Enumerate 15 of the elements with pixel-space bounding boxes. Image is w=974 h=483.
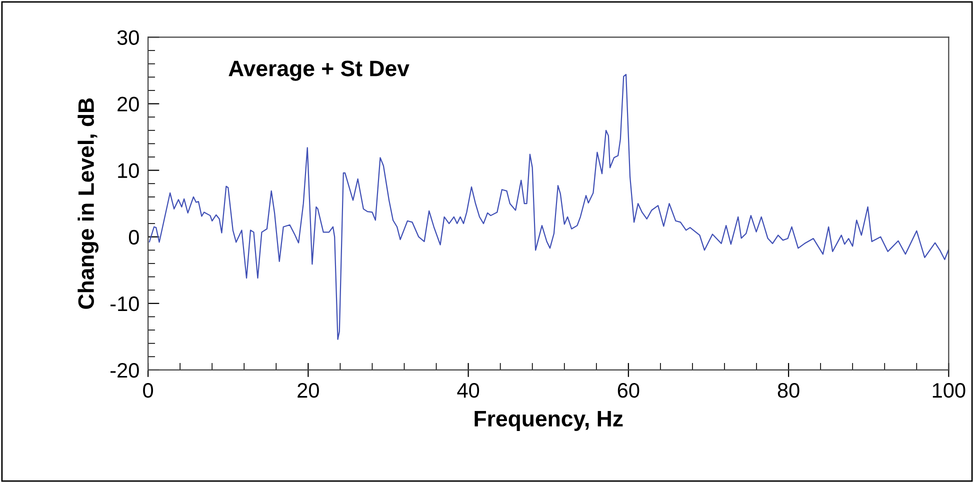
x-tick-label: 60 — [618, 383, 640, 398]
x-tick-label: 100 — [932, 383, 966, 398]
y-tick-label: -10 — [110, 296, 139, 312]
x-axis-title: Frequency, Hz — [474, 411, 623, 431]
x-tick-label: 80 — [778, 383, 800, 398]
y-tick-label: 0 — [128, 230, 139, 245]
y-tick-label: 10 — [118, 163, 139, 178]
y-tick-label: 20 — [118, 96, 139, 112]
y-axis-title: Change in Level, dB — [78, 98, 98, 309]
x-tick-label: 40 — [457, 383, 480, 398]
x-tick-label: 0 — [143, 383, 154, 398]
y-tick-label: 30 — [117, 30, 139, 45]
annotation: Average + St Dev — [228, 60, 410, 81]
x-tick-label: 20 — [298, 383, 319, 398]
y-tick-label: -20 — [110, 362, 139, 378]
